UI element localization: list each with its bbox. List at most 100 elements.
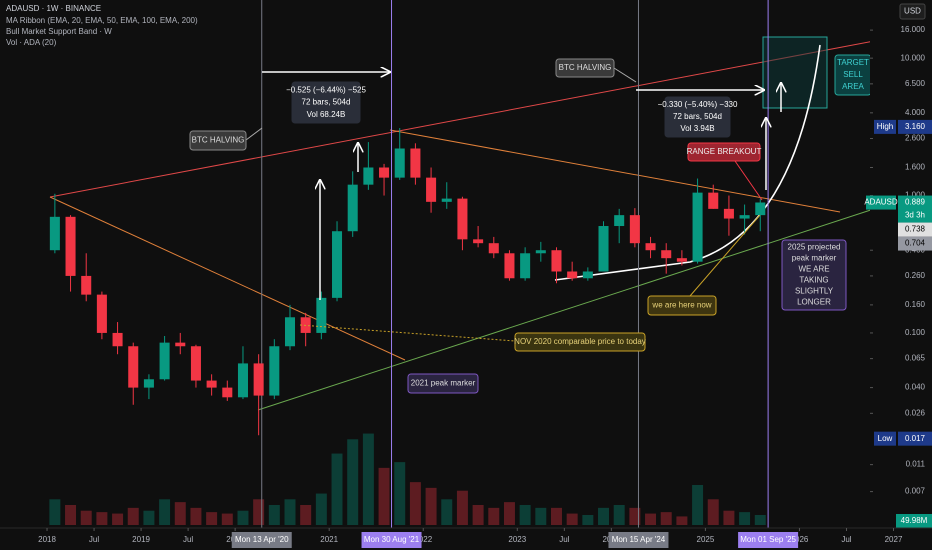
volume-bar bbox=[112, 513, 124, 525]
volume-bar bbox=[65, 505, 77, 525]
candle-body bbox=[65, 216, 76, 276]
target-zone bbox=[762, 36, 828, 109]
candle-body bbox=[49, 216, 60, 251]
candle-body bbox=[81, 275, 92, 295]
x-tick-label: 2025 bbox=[697, 535, 715, 544]
y-tick-label: 16.000 bbox=[901, 25, 926, 34]
candle-body bbox=[112, 332, 123, 347]
chart-title: ADAUSD · 1W · BINANCE bbox=[6, 4, 101, 13]
annotation-box bbox=[647, 295, 717, 316]
candle-body bbox=[614, 215, 625, 227]
volume-bar bbox=[645, 513, 657, 525]
volume-bar bbox=[80, 510, 92, 525]
volume-bar bbox=[566, 513, 578, 525]
volume-bar bbox=[378, 467, 390, 525]
annotation-text: NOV 2020 comparable price to today bbox=[514, 337, 646, 346]
marker-label-box bbox=[231, 532, 292, 548]
annotation-text: TARGET bbox=[837, 58, 869, 67]
candle-body bbox=[394, 148, 405, 178]
connector bbox=[613, 67, 637, 83]
candle-body bbox=[269, 346, 280, 396]
candle-body bbox=[488, 243, 499, 254]
volume-bar bbox=[723, 510, 735, 525]
volume-bar bbox=[598, 507, 609, 525]
candle-body bbox=[159, 342, 170, 380]
marker-label: Mon 30 Aug '21 bbox=[364, 535, 420, 544]
last-value-box bbox=[898, 195, 932, 210]
x-tick-label: Jul bbox=[841, 535, 851, 544]
y-tick-label: 2.600 bbox=[905, 134, 926, 143]
annotation-box bbox=[555, 58, 615, 78]
candle-body bbox=[316, 297, 327, 333]
low-title-box bbox=[874, 431, 896, 446]
volume-bar bbox=[143, 510, 155, 525]
candle-body bbox=[379, 167, 390, 178]
y-tick-label: 0.100 bbox=[905, 328, 926, 337]
candle-body bbox=[441, 198, 452, 202]
indicator-label: Bull Market Support Band · W bbox=[6, 27, 112, 36]
candle-body bbox=[332, 231, 343, 298]
volume-bar bbox=[174, 502, 186, 525]
candle-body bbox=[222, 387, 233, 398]
level-label-box bbox=[898, 236, 932, 251]
candle-body bbox=[206, 380, 217, 388]
volume-bar bbox=[284, 499, 296, 525]
candle-body bbox=[661, 250, 672, 259]
x-tick-label: Jul bbox=[89, 535, 99, 544]
level-label-box bbox=[898, 222, 932, 237]
low-value: 0.017 bbox=[905, 434, 926, 443]
y-tick-label: 0.011 bbox=[906, 460, 926, 469]
high-value: 3.160 bbox=[905, 122, 926, 131]
last-countdown: 3d 3h bbox=[905, 211, 925, 220]
last-countdown-box bbox=[898, 208, 932, 223]
marker-label-box bbox=[738, 532, 799, 548]
candle-body bbox=[692, 192, 703, 262]
annotation-text: BTC HALVING bbox=[192, 136, 245, 145]
marker-label: Mon 13 Apr '20 bbox=[235, 535, 289, 544]
volume-bar bbox=[127, 507, 139, 525]
connector bbox=[734, 160, 763, 201]
candle-body bbox=[190, 346, 201, 381]
x-tick-label: 2018 bbox=[38, 535, 56, 544]
y-tick-label: 0.160 bbox=[905, 300, 926, 309]
candle-body bbox=[629, 215, 640, 244]
candle-body bbox=[598, 226, 609, 272]
annotation-text: Vol 68.24B bbox=[307, 110, 346, 119]
x-tick-label: Jul bbox=[183, 535, 193, 544]
candle-body bbox=[253, 363, 264, 396]
volume-bar bbox=[425, 487, 437, 525]
connector bbox=[245, 127, 263, 141]
annotation-box bbox=[687, 142, 761, 162]
candle-body bbox=[473, 239, 484, 244]
volume-bar bbox=[268, 505, 280, 525]
low-value-box bbox=[898, 431, 932, 446]
annotation-text: AREA bbox=[842, 82, 864, 91]
volume-bar bbox=[707, 499, 719, 525]
y-tick-label: 0.007 bbox=[905, 487, 926, 496]
trend-line bbox=[389, 129, 841, 213]
volume-bar bbox=[331, 453, 343, 525]
trend-line bbox=[49, 196, 406, 361]
marker-label: Mon 15 Apr '24 bbox=[612, 535, 666, 544]
connector bbox=[689, 214, 761, 297]
candle-body bbox=[363, 167, 374, 185]
x-tick-label: 2026 bbox=[791, 535, 809, 544]
annotation-text: LONGER bbox=[797, 298, 831, 307]
volume-bar bbox=[582, 515, 594, 525]
volume-bar bbox=[362, 433, 374, 525]
candle-body bbox=[645, 243, 656, 251]
candle-body bbox=[504, 253, 515, 279]
volume-bar bbox=[488, 507, 500, 525]
volume-bar bbox=[660, 512, 672, 525]
volume-bar bbox=[49, 499, 61, 525]
x-tick-label: 2022 bbox=[414, 535, 432, 544]
volume-bar bbox=[456, 490, 468, 525]
volume-bar bbox=[535, 507, 547, 525]
volume-bar bbox=[253, 499, 265, 525]
candle-body bbox=[723, 208, 734, 219]
candle-body bbox=[457, 198, 468, 240]
annotation-box bbox=[664, 96, 731, 138]
volume-bar bbox=[190, 507, 202, 525]
last-volume: 49.98M bbox=[901, 516, 928, 525]
